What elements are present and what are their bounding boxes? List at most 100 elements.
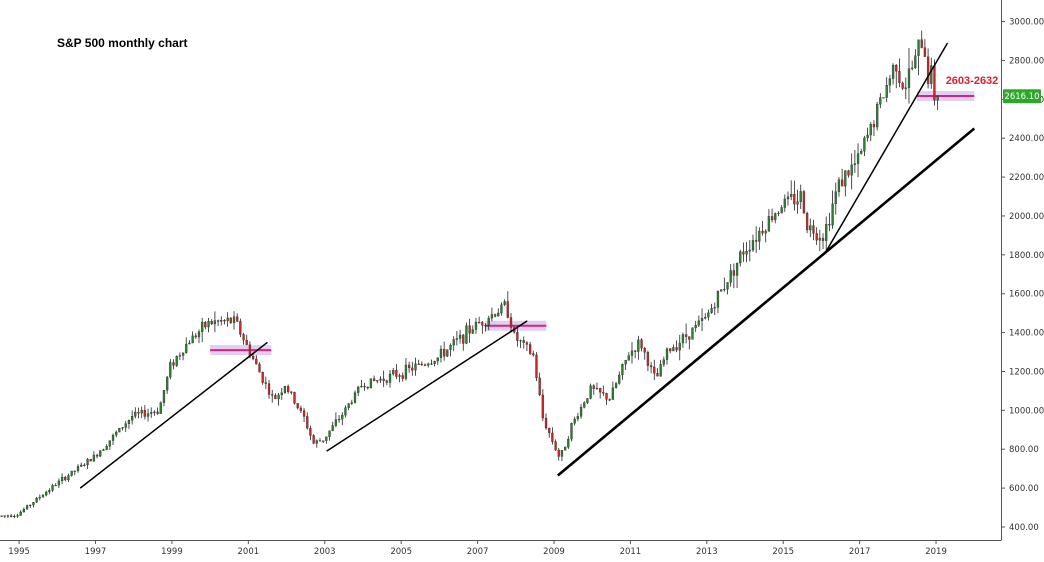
candle-body: [150, 412, 153, 414]
candle-body: [742, 251, 745, 255]
candle-body: [484, 325, 487, 327]
candle-body: [694, 325, 697, 329]
candle-body: [522, 340, 525, 343]
candle-body: [369, 378, 373, 389]
candle-body: [443, 349, 446, 357]
candle-body: [54, 485, 57, 487]
trendline[interactable]: [824, 42, 949, 254]
candle-body: [16, 515, 19, 517]
candle-body: [420, 363, 423, 366]
candle-body: [427, 363, 430, 366]
candle-body: [111, 434, 115, 441]
trendline[interactable]: [79, 341, 268, 489]
candle-body: [277, 394, 280, 400]
candle-body: [455, 338, 459, 340]
candle-body: [812, 225, 815, 234]
candle-body: [809, 225, 812, 231]
candle-body: [232, 316, 236, 323]
candle-body: [261, 372, 264, 383]
candle-body: [634, 350, 637, 352]
candle-body: [10, 515, 13, 517]
candle-body: [302, 410, 306, 417]
candle-body: [271, 394, 274, 396]
candle-body: [452, 339, 455, 346]
candle-body: [207, 321, 210, 328]
candle-body: [236, 316, 239, 322]
candle-body: [882, 97, 885, 99]
candle-body: [519, 340, 522, 342]
candle-body: [388, 373, 392, 383]
candle-body: [38, 497, 41, 499]
candle-body: [22, 508, 26, 513]
candle-body: [41, 494, 45, 498]
candle-body: [102, 449, 105, 451]
candle-body: [844, 170, 847, 187]
candle-body: [372, 378, 376, 381]
candle-body: [688, 336, 691, 340]
candle-body: [891, 64, 895, 79]
candle-body: [748, 249, 751, 252]
candle-body: [201, 321, 204, 332]
candle-body: [172, 362, 175, 366]
y-tick-label: 1200.00: [1009, 367, 1044, 377]
candle-body: [166, 376, 169, 391]
candle-body: [465, 325, 468, 344]
candle-body: [551, 432, 554, 442]
candle-body: [430, 363, 433, 365]
candle-body: [29, 504, 32, 506]
candle-body: [684, 334, 688, 337]
chart-title: S&P 500 monthly chart: [57, 36, 188, 50]
candle-body: [774, 213, 777, 221]
candle-body: [3, 515, 6, 517]
candle-body: [360, 385, 363, 388]
x-tick-label: 2001: [238, 547, 260, 557]
candle-body: [506, 301, 509, 318]
candle-body: [108, 440, 111, 447]
candle-body: [595, 388, 599, 390]
candle-body: [783, 198, 786, 208]
candle-body: [856, 153, 860, 164]
last-price-badge: [1003, 89, 1041, 104]
candle-body: [86, 458, 89, 466]
trendline[interactable]: [556, 127, 976, 477]
candle-body: [210, 321, 213, 325]
candle-body: [245, 339, 248, 345]
candle-body: [331, 425, 334, 431]
candle-body: [656, 373, 659, 377]
candle-body: [99, 450, 102, 457]
candle-body: [624, 360, 627, 365]
candle-body: [312, 435, 315, 444]
candle-body: [363, 385, 366, 388]
y-tick-label: 600.00: [1009, 484, 1039, 494]
y-tick-label: 1400.00: [1009, 329, 1044, 339]
candle-body: [64, 477, 67, 481]
candle-body: [130, 416, 134, 421]
candle-body: [653, 366, 656, 374]
x-tick-label: 1999: [161, 547, 183, 557]
candle-body: [573, 418, 576, 424]
candle-body: [608, 399, 611, 401]
last-price-label: 2616.10: [1004, 92, 1039, 102]
candle-body: [433, 361, 436, 364]
candle-body: [439, 349, 443, 358]
candle-body: [726, 282, 729, 290]
candle-body: [500, 304, 503, 314]
candle-body: [197, 331, 201, 338]
candle-body: [570, 423, 573, 440]
candle-body: [89, 458, 92, 462]
candle-body: [554, 441, 557, 451]
candle-body: [528, 344, 532, 354]
x-tick-label: 2009: [543, 547, 565, 557]
x-tick-label: 2017: [849, 547, 871, 557]
candle-body: [879, 97, 882, 105]
candle-body: [739, 251, 742, 264]
trendline[interactable]: [326, 320, 528, 452]
candle-body: [48, 490, 51, 493]
last-price-marker: 2616.10: [1003, 89, 1041, 104]
candle-body: [124, 423, 127, 428]
candle-body: [325, 436, 328, 441]
candle-body: [178, 355, 182, 357]
candle-body: [818, 238, 821, 241]
candle-body: [191, 335, 194, 344]
y-tick-label: 2200.00: [1009, 173, 1044, 183]
